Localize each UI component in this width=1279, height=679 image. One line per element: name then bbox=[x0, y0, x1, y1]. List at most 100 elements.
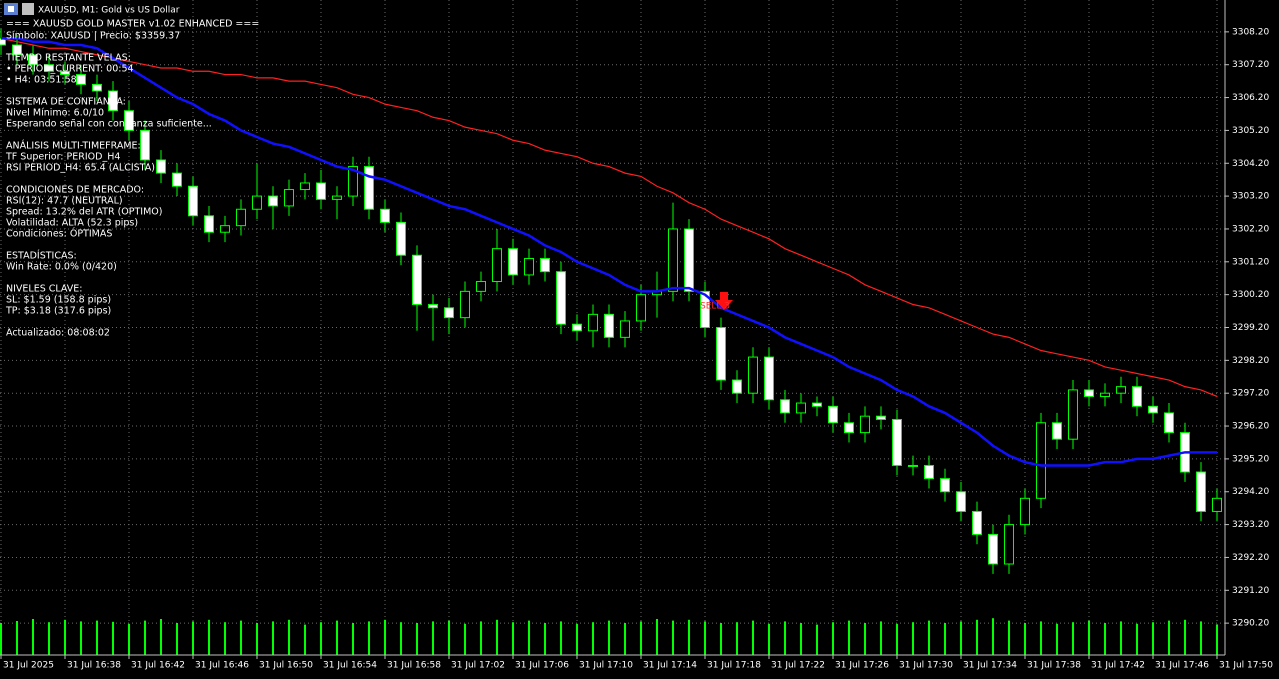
volume-bar bbox=[352, 623, 354, 655]
y-tick-label: 3306.20 bbox=[1232, 93, 1269, 103]
candle-body bbox=[252, 195, 262, 210]
candle-body bbox=[92, 83, 102, 92]
y-tick-label: 3291.20 bbox=[1232, 586, 1269, 596]
info-text: TIEMPO RESTANTE VELAS: bbox=[5, 53, 131, 64]
x-tick-label: 31 Jul 17:42 bbox=[1091, 661, 1145, 671]
candle-body bbox=[1148, 405, 1158, 414]
y-tick-label: 3297.20 bbox=[1232, 389, 1269, 399]
info-text: SL: $1.59 (158.8 pips) bbox=[6, 295, 111, 306]
volume-bar bbox=[672, 620, 674, 655]
candle-body bbox=[700, 290, 710, 329]
info-text: Win Rate: 0.0% (0/420) bbox=[6, 262, 117, 273]
moving-average bbox=[1, 37, 1217, 467]
candle-body bbox=[556, 271, 566, 325]
volume-bar bbox=[0, 623, 2, 655]
volume-bar bbox=[112, 621, 114, 655]
volume-bar bbox=[880, 621, 882, 655]
volume-bar bbox=[576, 623, 578, 655]
x-tick-label: 31 Jul 17:06 bbox=[515, 661, 569, 671]
volume-bar bbox=[288, 619, 290, 655]
candle-body bbox=[268, 195, 278, 207]
y-tick-label: 3307.20 bbox=[1232, 60, 1269, 70]
volume-bar bbox=[1024, 623, 1026, 655]
volume-bar bbox=[976, 619, 978, 655]
info-text: ANÁLISIS MULTI-TIMEFRAME: bbox=[6, 140, 141, 152]
candle-body bbox=[828, 405, 838, 424]
y-tick-label: 3305.20 bbox=[1232, 126, 1269, 136]
candle-body bbox=[460, 290, 470, 319]
window-icon[interactable] bbox=[22, 3, 34, 15]
candle-body bbox=[636, 294, 646, 322]
window-title: XAUUSD, M1: Gold vs US Dollar bbox=[38, 6, 180, 16]
candle-body bbox=[1020, 497, 1030, 526]
info-text: === XAUUSD GOLD MASTER v1.02 ENHANCED ==… bbox=[6, 19, 259, 30]
y-tick-label: 3308.20 bbox=[1232, 27, 1269, 37]
info-text: ESTADÍSTICAS: bbox=[6, 250, 77, 262]
volume-bar bbox=[32, 619, 34, 655]
candle-body bbox=[316, 182, 326, 200]
volume-bar bbox=[752, 620, 754, 655]
volume-bar bbox=[432, 621, 434, 655]
info-text: RSI(12): 47.7 (NEUTRAL) bbox=[6, 196, 123, 207]
candle-body bbox=[380, 208, 390, 223]
volume-bar bbox=[768, 623, 770, 655]
candle-body bbox=[1164, 412, 1174, 434]
candle-body bbox=[476, 281, 486, 292]
info-text: Símbolo: XAUUSD | Precio: $3359.37 bbox=[6, 31, 180, 42]
candle-body bbox=[940, 478, 950, 493]
y-tick-label: 3292.20 bbox=[1232, 553, 1269, 563]
volume-bar bbox=[912, 622, 914, 655]
candle-body bbox=[1212, 497, 1222, 512]
plot-area: SELL 3 bbox=[0, 0, 1225, 655]
volume-bar bbox=[1008, 620, 1010, 655]
candle-body bbox=[140, 129, 150, 161]
candle-body bbox=[396, 221, 406, 256]
candle-body bbox=[1132, 386, 1142, 407]
moving-average bbox=[0, 37, 1218, 398]
volume-bar bbox=[720, 623, 722, 655]
volume-bar bbox=[640, 621, 642, 655]
x-tick-label: 31 Jul 16:42 bbox=[131, 661, 185, 671]
volume-bar bbox=[624, 623, 626, 655]
volume-bar bbox=[736, 622, 738, 655]
x-tick-label: 31 Jul 17:02 bbox=[451, 661, 505, 671]
y-tick-label: 3294.20 bbox=[1232, 487, 1269, 497]
candle-body bbox=[620, 320, 630, 338]
info-text: Actualizado: 08:08:02 bbox=[6, 328, 110, 339]
volume-bar bbox=[320, 622, 322, 655]
candle-body bbox=[124, 110, 134, 131]
x-tick-label: 31 Jul 16:58 bbox=[387, 661, 441, 671]
candle-body bbox=[332, 195, 342, 200]
info-text: CONDICIONES DE MERCADO: bbox=[6, 185, 144, 196]
x-tick-label: 31 Jul 17:50 bbox=[1219, 661, 1273, 671]
candle-body bbox=[220, 225, 230, 233]
candle-body bbox=[924, 464, 934, 480]
volume-bar bbox=[48, 622, 50, 655]
candle-body bbox=[1052, 422, 1062, 440]
candle-body bbox=[492, 248, 502, 283]
y-tick-label: 3295.20 bbox=[1232, 454, 1269, 464]
candle-body bbox=[364, 166, 374, 210]
volume-bar bbox=[544, 623, 546, 655]
candle-body bbox=[444, 307, 454, 319]
volume-bar bbox=[704, 621, 706, 655]
info-text: RSI PERIOD_H4: 65.4 (ALCISTA) bbox=[6, 163, 155, 174]
candle-body bbox=[972, 510, 982, 535]
info-text: SISTEMA DE CONFIANZA: bbox=[6, 97, 126, 108]
volume-bar bbox=[1072, 622, 1074, 655]
x-tick-label: 31 Jul 16:54 bbox=[323, 661, 377, 671]
candle-body bbox=[748, 356, 758, 394]
candle-body bbox=[1100, 392, 1110, 397]
x-tick-label: 31 Jul 16:46 bbox=[195, 661, 249, 671]
x-tick-label: 31 Jul 17:26 bbox=[835, 661, 889, 671]
volume-bar bbox=[272, 621, 274, 655]
annotation: SELL 3 bbox=[700, 302, 730, 312]
candle-body bbox=[812, 402, 822, 407]
candle-body bbox=[588, 313, 598, 332]
info-text: Nivel Mínimo: 6.0/10 bbox=[6, 108, 104, 119]
candle-body bbox=[428, 304, 438, 309]
candle-body bbox=[956, 491, 966, 512]
volume-bar bbox=[16, 621, 18, 655]
y-tick-label: 3293.20 bbox=[1232, 520, 1269, 530]
